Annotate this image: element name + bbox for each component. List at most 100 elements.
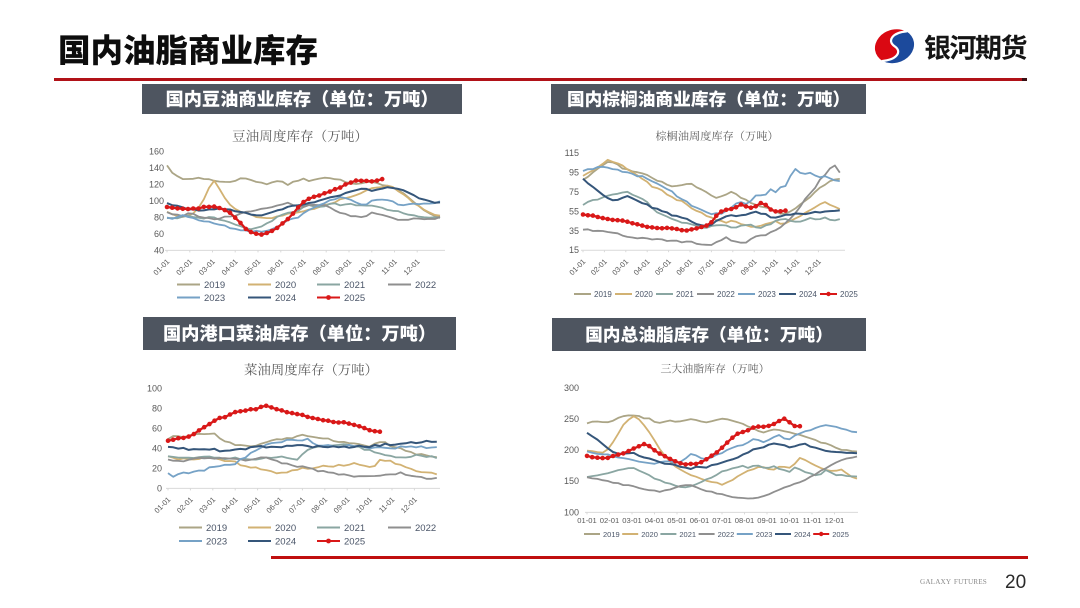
svg-text:01-01: 01-01 — [567, 257, 587, 277]
svg-text:200: 200 — [564, 445, 579, 455]
svg-text:2020: 2020 — [635, 290, 653, 299]
svg-text:2019: 2019 — [594, 290, 612, 299]
svg-text:03-01: 03-01 — [197, 257, 217, 277]
svg-text:100: 100 — [147, 383, 162, 393]
svg-text:20: 20 — [152, 463, 162, 473]
svg-text:11-01: 11-01 — [379, 257, 399, 277]
svg-text:08-01: 08-01 — [311, 257, 331, 277]
svg-text:09-01: 09-01 — [739, 257, 759, 277]
svg-text:05-01: 05-01 — [242, 257, 262, 277]
svg-text:04-01: 04-01 — [220, 495, 240, 515]
svg-text:10-01: 10-01 — [760, 257, 780, 277]
svg-text:2020: 2020 — [641, 530, 658, 539]
svg-text:80: 80 — [152, 403, 162, 413]
svg-text:09-01: 09-01 — [757, 516, 776, 525]
svg-text:75: 75 — [569, 187, 579, 197]
svg-text:10-01: 10-01 — [356, 257, 376, 277]
svg-text:2024: 2024 — [275, 537, 296, 548]
svg-text:0: 0 — [157, 483, 162, 493]
svg-text:08-01: 08-01 — [717, 257, 737, 277]
svg-text:80: 80 — [154, 213, 164, 223]
svg-text:04-01: 04-01 — [645, 516, 664, 525]
svg-text:2025: 2025 — [840, 290, 858, 299]
svg-text:03-01: 03-01 — [197, 495, 217, 515]
svg-text:09-01: 09-01 — [332, 495, 352, 515]
svg-text:60: 60 — [154, 229, 164, 239]
svg-text:05-01: 05-01 — [242, 495, 262, 515]
svg-text:10-01: 10-01 — [354, 495, 374, 515]
svg-text:07-01: 07-01 — [288, 257, 308, 277]
svg-text:250: 250 — [564, 414, 579, 424]
svg-text:115: 115 — [565, 148, 579, 158]
svg-text:06-01: 06-01 — [264, 495, 284, 515]
svg-text:100: 100 — [149, 196, 164, 206]
svg-text:2021: 2021 — [344, 523, 365, 534]
svg-text:12-01: 12-01 — [399, 495, 419, 515]
svg-text:15: 15 — [569, 245, 579, 255]
svg-text:08-01: 08-01 — [735, 516, 754, 525]
svg-text:2019: 2019 — [204, 280, 225, 291]
svg-text:07-01: 07-01 — [287, 495, 307, 515]
svg-text:12-01: 12-01 — [402, 257, 422, 277]
svg-text:2025: 2025 — [832, 530, 849, 539]
svg-text:11-01: 11-01 — [377, 495, 397, 515]
svg-text:2022: 2022 — [415, 280, 436, 291]
svg-text:2024: 2024 — [275, 293, 296, 304]
svg-text:02-01: 02-01 — [174, 257, 194, 277]
svg-text:2022: 2022 — [717, 290, 735, 299]
svg-text:120: 120 — [149, 180, 164, 190]
svg-text:35: 35 — [569, 226, 579, 236]
svg-text:2023: 2023 — [756, 530, 773, 539]
svg-text:2021: 2021 — [676, 290, 694, 299]
svg-text:11-01: 11-01 — [782, 257, 802, 277]
svg-text:2019: 2019 — [603, 530, 620, 539]
svg-text:06-01: 06-01 — [265, 257, 285, 277]
svg-text:07-01: 07-01 — [712, 516, 731, 525]
svg-text:2022: 2022 — [718, 530, 735, 539]
svg-text:40: 40 — [154, 245, 164, 255]
svg-text:12-01: 12-01 — [803, 257, 823, 277]
svg-text:100: 100 — [564, 507, 579, 517]
svg-text:2020: 2020 — [275, 523, 296, 534]
svg-text:06-01: 06-01 — [674, 257, 694, 277]
svg-text:2020: 2020 — [275, 280, 296, 291]
svg-text:01-01: 01-01 — [151, 257, 171, 277]
svg-text:2024: 2024 — [799, 290, 817, 299]
svg-text:05-01: 05-01 — [653, 257, 673, 277]
svg-text:12-01: 12-01 — [825, 516, 844, 525]
svg-text:2019: 2019 — [206, 523, 227, 534]
svg-text:2021: 2021 — [679, 530, 696, 539]
svg-text:140: 140 — [149, 163, 164, 173]
svg-text:40: 40 — [152, 443, 162, 453]
svg-text:10-01: 10-01 — [780, 516, 799, 525]
svg-text:03-01: 03-01 — [610, 257, 630, 277]
svg-text:2025: 2025 — [344, 537, 365, 548]
svg-text:02-01: 02-01 — [600, 516, 619, 525]
svg-text:02-01: 02-01 — [175, 495, 195, 515]
svg-text:08-01: 08-01 — [309, 495, 329, 515]
svg-text:95: 95 — [569, 167, 579, 177]
svg-text:2023: 2023 — [758, 290, 776, 299]
svg-text:11-01: 11-01 — [803, 516, 822, 525]
svg-text:55: 55 — [569, 206, 579, 216]
svg-text:04-01: 04-01 — [220, 257, 240, 277]
svg-text:05-01: 05-01 — [667, 516, 686, 525]
svg-text:02-01: 02-01 — [589, 257, 609, 277]
svg-text:01-01: 01-01 — [152, 495, 172, 515]
svg-text:2025: 2025 — [344, 293, 365, 304]
svg-text:07-01: 07-01 — [696, 257, 716, 277]
svg-text:03-01: 03-01 — [622, 516, 641, 525]
svg-text:2023: 2023 — [206, 537, 227, 548]
svg-text:01-01: 01-01 — [577, 516, 596, 525]
svg-text:04-01: 04-01 — [632, 257, 652, 277]
svg-text:60: 60 — [152, 423, 162, 433]
svg-text:2023: 2023 — [204, 293, 225, 304]
svg-text:300: 300 — [564, 383, 579, 393]
svg-text:2022: 2022 — [415, 523, 436, 534]
svg-text:06-01: 06-01 — [690, 516, 709, 525]
svg-text:160: 160 — [149, 147, 164, 157]
svg-text:09-01: 09-01 — [333, 257, 353, 277]
svg-text:2021: 2021 — [344, 280, 365, 291]
svg-text:2024: 2024 — [794, 530, 811, 539]
svg-text:150: 150 — [564, 476, 579, 486]
